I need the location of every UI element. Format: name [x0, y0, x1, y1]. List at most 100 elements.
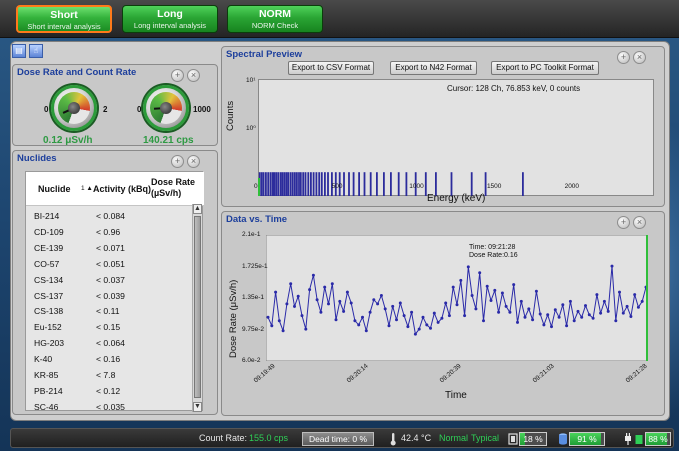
- spectrum-bar: [352, 172, 355, 196]
- table-row[interactable]: CO-57 < 0.051: [26, 256, 202, 273]
- dose-point: [455, 303, 459, 307]
- dose-point: [568, 299, 572, 303]
- spectrum-bar: [296, 172, 298, 196]
- spectrum-bar: [310, 172, 312, 196]
- storage-meter-label: 91 %: [577, 434, 597, 444]
- dose-point: [338, 299, 342, 303]
- close-icon[interactable]: ×: [633, 216, 646, 229]
- battery-meter-label: 88 %: [648, 434, 668, 444]
- dose-point: [489, 299, 493, 302]
- mode-norm-title: NORM: [258, 8, 292, 20]
- time-ytick: 1.35e-1: [242, 294, 265, 301]
- dose-point: [447, 314, 451, 318]
- dose-point: [440, 316, 444, 320]
- time-annotation-dose: Dose Rate:0.16: [469, 252, 518, 259]
- add-icon[interactable]: +: [617, 216, 630, 229]
- add-icon[interactable]: +: [171, 69, 184, 82]
- spectrum-bar: [267, 172, 270, 196]
- mode-short-title: Short: [50, 9, 78, 21]
- export-n42-button[interactable]: Export to N42 Format: [390, 61, 477, 75]
- col-activity[interactable]: Activity (kBq): [93, 184, 152, 194]
- scroll-up-icon[interactable]: ▲: [193, 204, 202, 214]
- storage-icon: [558, 432, 568, 446]
- time-cursor-line: [646, 235, 648, 361]
- close-icon[interactable]: ×: [633, 51, 646, 64]
- dose-point: [296, 294, 300, 298]
- nuclides-scrollbar[interactable]: ▲ ▼: [192, 204, 202, 412]
- time-xtick: 09:19:49: [252, 362, 277, 385]
- table-row[interactable]: CS-137 < 0.039: [26, 288, 202, 305]
- nuclide-name: K-40: [34, 354, 53, 365]
- table-row[interactable]: Eu-152 < 0.15: [26, 319, 202, 336]
- table-row[interactable]: HG-203 < 0.064: [26, 335, 202, 352]
- tool-icons: ▤ ☝: [12, 44, 46, 60]
- dose-rate-value: 0.12 μSv/h: [43, 135, 93, 146]
- dose-point: [546, 313, 550, 317]
- memory-icon: [508, 432, 518, 446]
- pointer-icon[interactable]: ☝: [29, 44, 43, 58]
- dose-point: [553, 308, 557, 312]
- count-rate-status: 155.0 cps: [249, 433, 289, 443]
- spectrum-bar: [390, 172, 392, 196]
- dose-point: [285, 302, 289, 306]
- table-row[interactable]: CE-139 < 0.071: [26, 240, 202, 257]
- export-pc-toolkit-button[interactable]: Export to PC Toolkit Format: [491, 61, 599, 75]
- spectrum-bar: [376, 172, 378, 196]
- col-dose-rate[interactable]: Dose Rate (µSv/h): [151, 177, 196, 198]
- mode-norm-button[interactable]: NORM NORM Check: [227, 5, 323, 33]
- layout-icon[interactable]: ▤: [12, 44, 26, 58]
- spectrum-bar: [414, 172, 417, 196]
- nuclide-activity: < 0.084: [96, 211, 125, 221]
- dose-point: [497, 310, 501, 314]
- scroll-thumb[interactable]: [194, 216, 201, 398]
- add-icon[interactable]: +: [171, 155, 184, 168]
- status-bar: Count Rate: 155.0 cps Dead time: 0 % 42.…: [10, 428, 674, 448]
- nuclide-name: CS-134: [34, 274, 64, 285]
- table-row[interactable]: K-40 < 0.16: [26, 351, 202, 368]
- table-row[interactable]: BI-214 < 0.084: [26, 208, 202, 225]
- scroll-down-icon[interactable]: ▼: [193, 402, 202, 412]
- dose-point: [557, 315, 561, 319]
- dose-point: [436, 320, 440, 324]
- dose-point: [395, 318, 398, 322]
- mode-long-button[interactable]: Long Long interval analysis: [122, 5, 218, 33]
- dose-point: [406, 325, 410, 329]
- col-nuclide[interactable]: Nuclide: [38, 184, 71, 194]
- spectrum-bar: [397, 172, 400, 196]
- spectrum-bar: [275, 172, 278, 196]
- dose-point: [293, 304, 296, 308]
- spectrum-bar: [289, 172, 292, 196]
- dose-point: [478, 271, 482, 275]
- time-xtick: 09:20:39: [438, 362, 463, 385]
- gauge2-hub: [160, 102, 172, 114]
- spectrum-bar: [277, 172, 280, 196]
- table-row[interactable]: CS-138 < 0.11: [26, 303, 202, 320]
- dose-point: [353, 319, 357, 323]
- table-row[interactable]: SC-46 < 0.035: [26, 399, 202, 416]
- table-row[interactable]: CD-109 < 0.96: [26, 224, 202, 241]
- dose-point: [368, 310, 372, 314]
- nuclide-name: PB-214: [34, 385, 63, 396]
- dose-point: [621, 311, 625, 315]
- nuclide-activity: < 0.12: [96, 385, 121, 396]
- export-csv-button[interactable]: Export to CSV Format: [288, 61, 374, 75]
- close-icon[interactable]: ×: [187, 155, 200, 168]
- spectrum-bar: [281, 172, 284, 196]
- normal-status: Normal: [439, 433, 469, 443]
- dose-point: [277, 319, 281, 323]
- table-row[interactable]: PB-214 < 0.12: [26, 383, 202, 400]
- sort-indicator[interactable]: 1 ▲: [81, 185, 93, 192]
- table-row[interactable]: KR-85 < 7.8: [26, 367, 202, 384]
- add-icon[interactable]: +: [617, 51, 630, 64]
- dose-rate-gauge: [51, 85, 97, 131]
- gauge1-hub: [68, 102, 80, 114]
- table-row[interactable]: CS-134 < 0.037: [26, 272, 202, 289]
- dose-point: [527, 307, 531, 311]
- memory-meter: 18 %: [519, 432, 547, 446]
- nuclide-name: CD-109: [34, 226, 64, 237]
- spectrum-bar: [260, 172, 263, 196]
- dose-point: [523, 315, 527, 319]
- close-icon[interactable]: ×: [187, 69, 200, 82]
- mode-short-button[interactable]: Short Short interval analysis: [16, 5, 112, 33]
